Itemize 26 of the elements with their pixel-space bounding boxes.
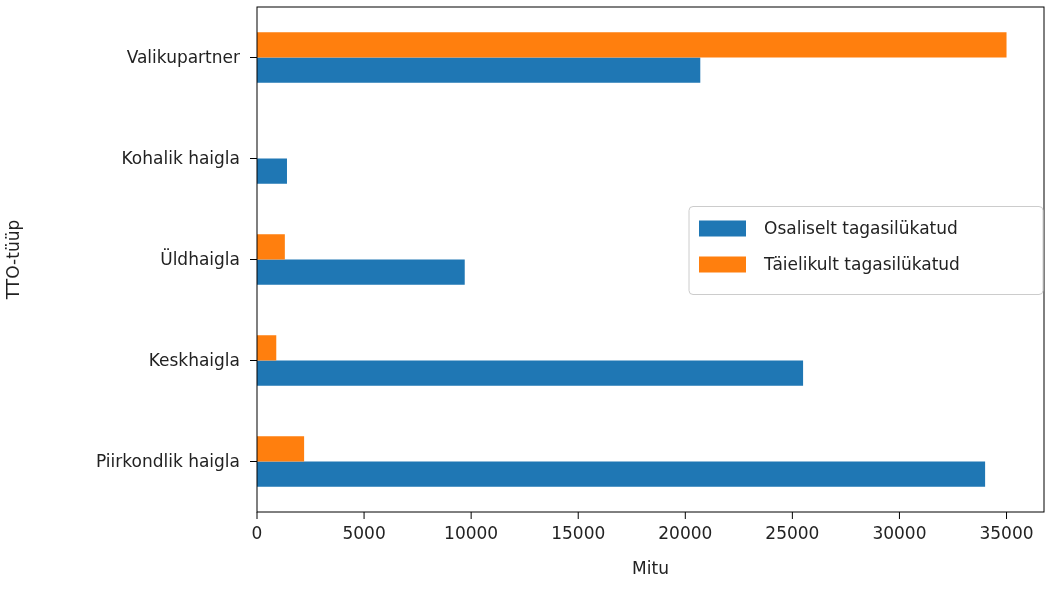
bar bbox=[257, 57, 701, 83]
y-tick-label: Üldhaigla bbox=[160, 248, 240, 270]
x-tick-label: 0 bbox=[251, 523, 263, 543]
y-tick-label: Valikupartner bbox=[126, 47, 241, 68]
x-tick-label: 15000 bbox=[551, 523, 606, 543]
x-axis-title: Mitu bbox=[632, 558, 669, 578]
y-axis-title: TTO-tüüp bbox=[3, 219, 23, 301]
x-tick-label: 20000 bbox=[658, 523, 713, 543]
x-tick-label: 25000 bbox=[765, 523, 820, 543]
legend-label: Osaliselt tagasilükatud bbox=[764, 218, 958, 239]
bar bbox=[257, 436, 305, 462]
y-tick-label: Kohalik haigla bbox=[121, 148, 240, 169]
x-tick-label: 10000 bbox=[444, 523, 499, 543]
bar bbox=[257, 234, 285, 260]
y-tick-label: Piirkondlik haigla bbox=[95, 451, 240, 472]
legend-label: Täielikult tagasilükatud bbox=[763, 254, 960, 275]
bar bbox=[257, 32, 1007, 58]
x-tick-label: 30000 bbox=[872, 523, 927, 543]
x-tick-label: 35000 bbox=[979, 523, 1034, 543]
x-tick-label: 5000 bbox=[342, 523, 386, 543]
bar bbox=[257, 158, 287, 184]
y-tick-label: Keskhaigla bbox=[148, 350, 240, 371]
bar bbox=[257, 259, 465, 285]
bar bbox=[257, 461, 986, 487]
bar bbox=[257, 360, 804, 386]
bar bbox=[257, 335, 277, 361]
